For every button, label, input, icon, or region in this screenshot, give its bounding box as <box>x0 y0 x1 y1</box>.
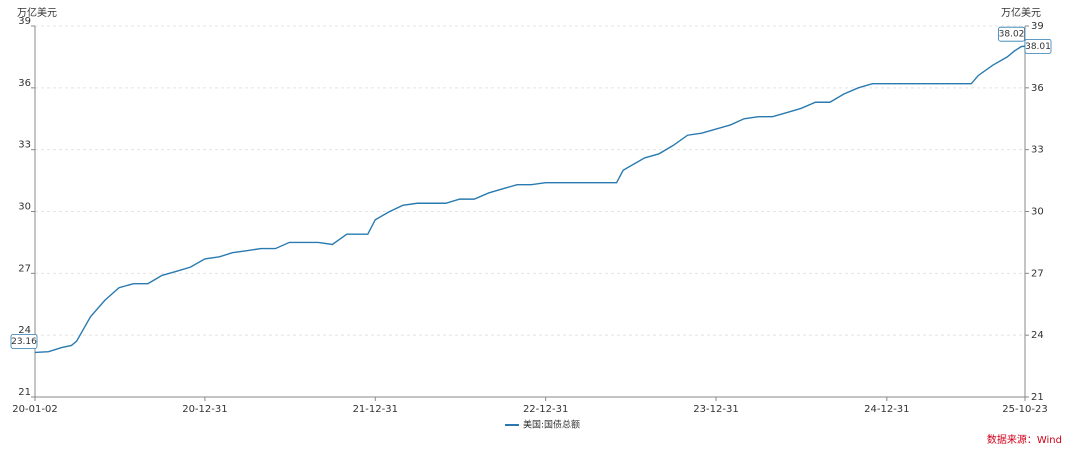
y-tick-label: 21 <box>18 387 31 398</box>
y-tick-label: 27 <box>18 263 31 274</box>
x-tick-label: 20-12-31 <box>182 404 227 415</box>
source: 数据来源：Wind <box>987 433 1062 446</box>
callout-label: 38.02 <box>999 30 1025 40</box>
y2-tick-label: 36 <box>1031 83 1044 94</box>
callout-box <box>10 334 38 349</box>
y-tick-label: 39 <box>18 16 31 27</box>
callout: 38.02 <box>998 26 1025 42</box>
callout-box <box>1024 39 1052 54</box>
y-axis-label: 万亿美元 <box>17 6 57 19</box>
y2-tick-label: 39 <box>1031 21 1044 32</box>
y-tick-label: 30 <box>18 202 31 213</box>
y2-tick-label: 21 <box>1031 392 1044 403</box>
callout-label: 23.16 <box>11 337 37 347</box>
x-tick-label: 21-12-31 <box>353 404 398 415</box>
x-tick-label: 20-01-02 <box>12 404 57 415</box>
y-tick-label: 36 <box>18 78 31 89</box>
callout: 38.01 <box>1024 39 1052 54</box>
y2-tick-label: 33 <box>1031 145 1044 156</box>
y2-tick-label: 27 <box>1031 268 1044 279</box>
y2-axis-label: 万亿美元 <box>1001 6 1041 19</box>
callout: 23.16 <box>10 334 38 349</box>
callout-box <box>998 26 1025 42</box>
y2-tick-label: 24 <box>1031 330 1044 341</box>
x-tick-label: 25-10-23 <box>1002 404 1047 415</box>
y2-tick-label: 30 <box>1031 207 1044 218</box>
x-tick-label: 23-12-31 <box>693 404 738 415</box>
callout-label: 38.01 <box>1025 42 1051 52</box>
data-line <box>34 45 1026 354</box>
y-tick-label: 24 <box>18 325 31 336</box>
legend-label: 美国:国债总额 <box>523 419 580 431</box>
x-tick-label: 24-12-31 <box>864 404 909 415</box>
x-tick-label: 22-12-31 <box>523 404 568 415</box>
y-tick-label: 33 <box>18 140 31 151</box>
